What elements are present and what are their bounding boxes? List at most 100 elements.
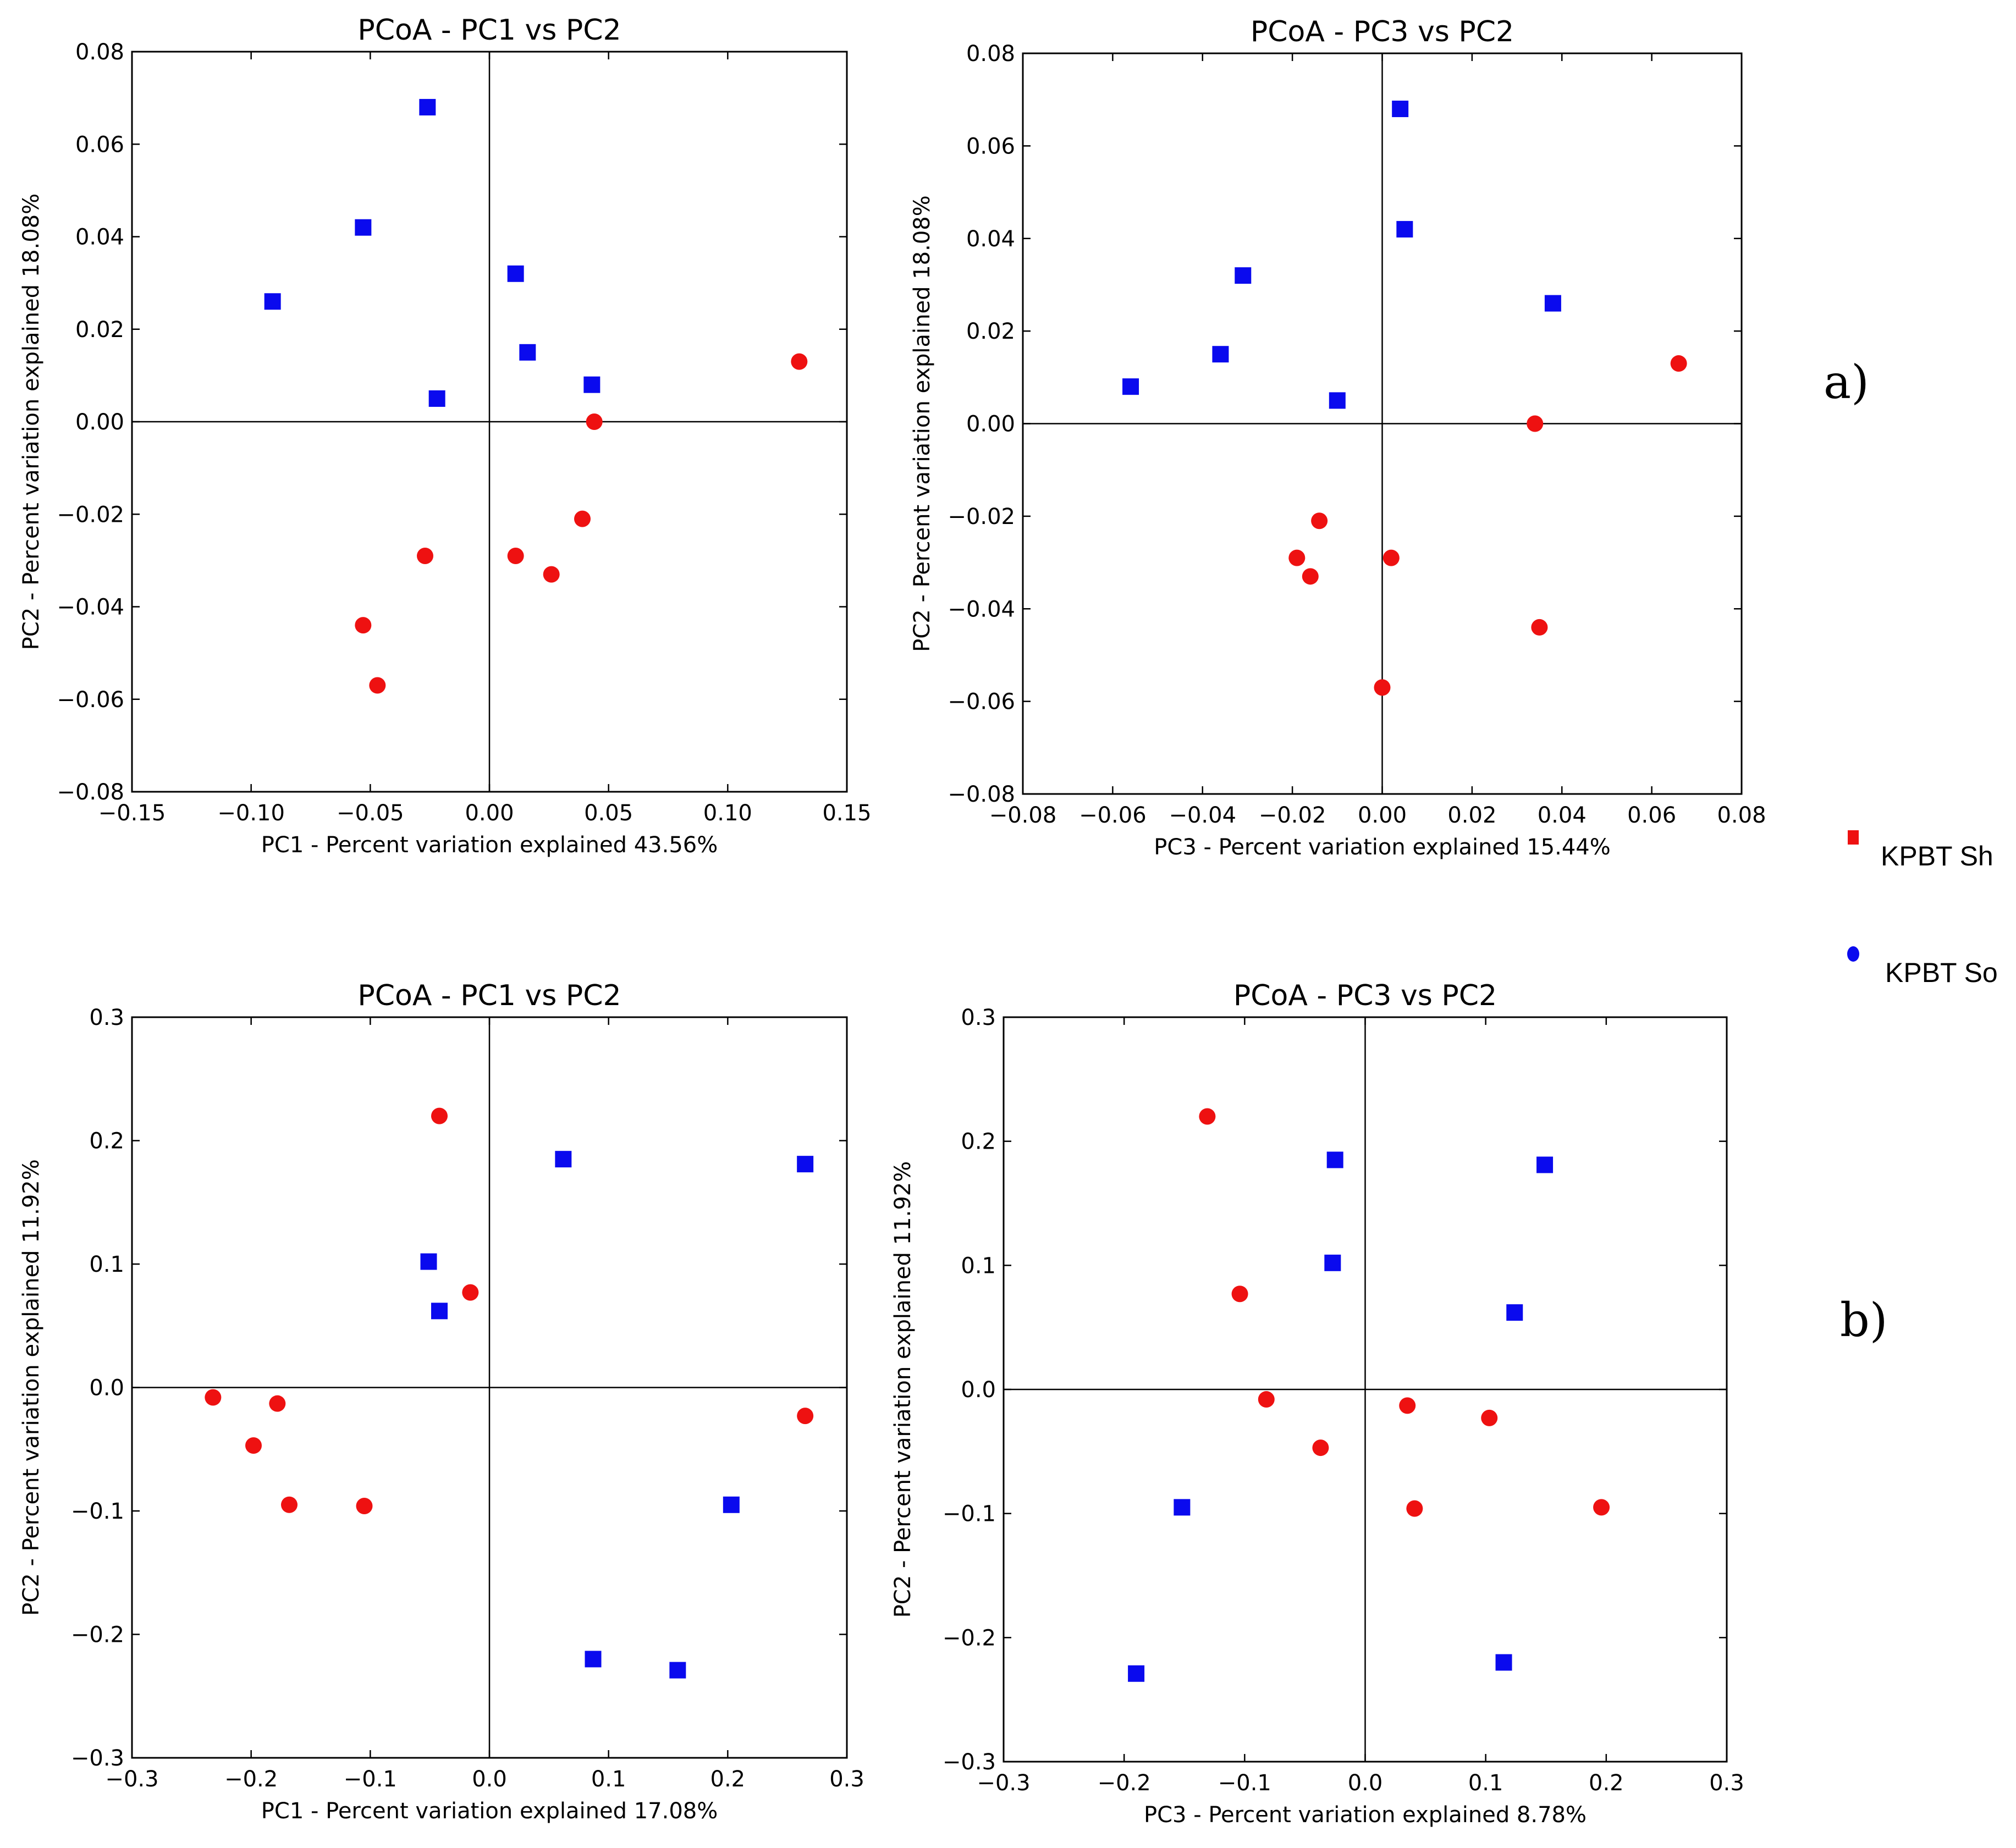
y-tick-label: 0.00	[75, 410, 124, 435]
y-axis-label: PC2 - Percent variation explained 11.92%	[19, 1159, 44, 1615]
data-point-circle	[269, 1395, 286, 1412]
data-point-square	[1536, 1156, 1554, 1173]
data-point-square	[1174, 1499, 1191, 1516]
chart-title: PCoA - PC1 vs PC2	[357, 979, 621, 1012]
x-axis-label: PC1 - Percent variation explained 17.08%	[261, 1799, 718, 1824]
y-tick-label: −0.06	[948, 689, 1015, 715]
y-axis-label: PC2 - Percent variation explained 18.08%	[19, 194, 44, 650]
chart-a-pc1-pc2: PCoA - PC1 vs PC2 −0.15 −0.10 −0.05 0.00 0.05…	[19, 14, 872, 858]
data-point-circle	[543, 566, 560, 583]
y-tick-label: 0.00	[966, 412, 1015, 437]
y-tick-label: −0.3	[71, 1746, 124, 1771]
data-point-circle	[1481, 1409, 1498, 1426]
y-tick-label: 0.04	[75, 225, 124, 250]
legend-marker-so-icon	[1847, 946, 1859, 962]
x-tick-label: 0.1	[1468, 1770, 1503, 1796]
y-tick-label: −0.2	[943, 1625, 996, 1651]
data-point-circle	[1302, 568, 1319, 585]
data-point-circle	[1199, 1108, 1216, 1125]
x-axis-label: PC1 - Percent variation explained 43.56%	[261, 832, 718, 858]
y-tick-label: 0.3	[89, 1005, 124, 1030]
data-point-circle	[507, 547, 524, 564]
x-tick-label: 0.08	[1717, 803, 1766, 828]
x-tick-label: 0.15	[822, 801, 871, 826]
data-point-circle	[1670, 355, 1687, 372]
data-point-square	[669, 1662, 686, 1679]
y-tick-label: 0.02	[966, 319, 1015, 344]
y-tick-label: 0.06	[966, 134, 1015, 159]
x-tick-label: −0.1	[344, 1767, 397, 1792]
data-point-circle	[1311, 512, 1328, 529]
data-point-circle	[1382, 549, 1400, 566]
data-point-circle	[574, 510, 591, 527]
legend-label-sh: KPBT Sh	[1881, 841, 1993, 871]
data-point-square	[555, 1151, 572, 1168]
data-point-circle	[369, 677, 386, 694]
x-tick-label: 0.3	[1709, 1770, 1744, 1796]
x-tick-label: −0.02	[1259, 803, 1326, 828]
data-point-square	[1128, 1665, 1145, 1682]
x-tick-label: −0.2	[224, 1767, 278, 1792]
y-axis-label: PC2 - Percent variation explained 18.08%	[910, 195, 935, 652]
x-tick-label: −0.3	[977, 1770, 1030, 1796]
data-point-circle	[1531, 619, 1548, 636]
data-point-circle	[586, 413, 603, 430]
data-point-square	[355, 219, 372, 236]
x-tick-label: 0.02	[1447, 803, 1496, 828]
panel-label-a: a)	[1824, 355, 1869, 409]
data-point-circle	[791, 353, 808, 370]
chart-b-pc3-pc2: PCoA - PC3 vs PC2 −0.3 −0.2 −0.1 0.0 0.1 0.2 0.…	[890, 979, 1744, 1828]
data-point-circle	[245, 1437, 262, 1454]
y-axis-label: PC2 - Percent variation explained 11.92%	[890, 1161, 916, 1618]
y-tick-label: 0.02	[75, 317, 124, 343]
data-point-square	[1506, 1304, 1523, 1321]
data-point-circle	[281, 1496, 298, 1513]
y-tick-label: 0.0	[89, 1376, 124, 1401]
chart-title: PCoA - PC3 vs PC2	[1233, 979, 1497, 1012]
y-tick-label: 0.08	[75, 40, 124, 65]
y-tick-label: 0.3	[961, 1005, 996, 1030]
data-point-square	[519, 344, 536, 361]
y-tick-label: −0.08	[948, 782, 1015, 807]
x-tick-label: −0.2	[1098, 1770, 1151, 1796]
x-tick-label: 0.2	[710, 1767, 746, 1792]
data-point-square	[428, 390, 445, 407]
data-point-circle	[1231, 1286, 1248, 1303]
data-point-square	[431, 1303, 448, 1320]
data-point-circle	[1258, 1391, 1275, 1408]
data-point-circle	[797, 1408, 814, 1425]
data-point-circle	[1406, 1500, 1423, 1517]
data-point-circle	[462, 1284, 479, 1301]
y-tick-label: 0.1	[89, 1252, 124, 1277]
x-tick-label: −0.3	[105, 1767, 158, 1792]
data-point-circle	[1312, 1439, 1329, 1457]
x-tick-label: −0.1	[1218, 1770, 1271, 1796]
data-point-square	[1235, 267, 1252, 284]
y-tick-label: −0.02	[57, 502, 124, 527]
y-tick-label: 0.04	[966, 227, 1015, 252]
y-tick-label: 0.1	[961, 1253, 996, 1278]
y-tick-label: −0.08	[57, 780, 124, 805]
chart-title: PCoA - PC1 vs PC2	[357, 14, 621, 47]
y-tick-label: −0.1	[943, 1502, 996, 1527]
y-tick-label: −0.06	[57, 687, 124, 713]
data-point-square	[1122, 378, 1139, 395]
data-point-circle	[1527, 415, 1544, 432]
y-tick-label: 0.2	[961, 1129, 996, 1155]
x-tick-label: 0.00	[1358, 803, 1407, 828]
data-point-circle	[205, 1389, 222, 1406]
data-point-square	[264, 293, 281, 310]
data-point-circle	[356, 1498, 373, 1515]
data-point-circle	[1288, 549, 1306, 566]
x-tick-label: 0.05	[584, 801, 633, 826]
data-point-square	[583, 376, 601, 393]
data-point-square	[1329, 392, 1346, 409]
y-tick-label: 0.2	[89, 1129, 124, 1154]
data-point-square	[1324, 1254, 1341, 1271]
y-tick-label: −0.04	[948, 597, 1015, 622]
data-point-square	[1326, 1151, 1343, 1168]
x-tick-label: 0.3	[829, 1767, 864, 1792]
data-point-square	[585, 1651, 602, 1668]
y-tick-label: 0.06	[75, 132, 124, 157]
